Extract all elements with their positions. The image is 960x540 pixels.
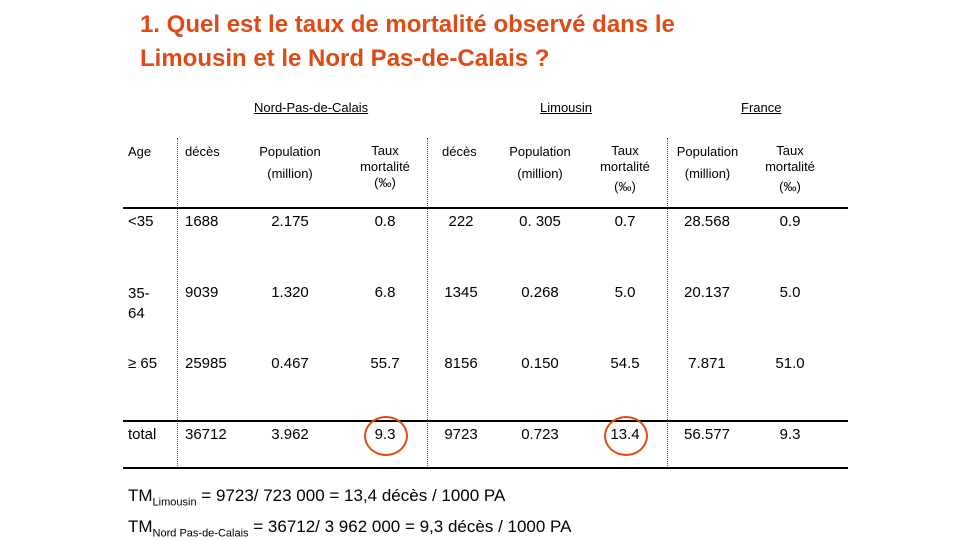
cell-lim-deces: 222 [448, 213, 474, 230]
header-population-line: Population [259, 144, 321, 159]
cell-lim-taux: 5.0 [614, 284, 636, 301]
page-title: 1. Quel est le taux de mortalité observé… [140, 8, 940, 76]
header-population-line: Population [676, 144, 739, 159]
group-header-france: France [741, 100, 782, 115]
cell-npdc-pop: 0.467 [271, 355, 309, 372]
formula-expression: = 9723/ 723 000 = 13,4 décès / 1000 PA [196, 486, 506, 505]
cell-fr-taux: 9.3 [779, 426, 801, 443]
formula-tm: TM [128, 517, 153, 536]
header-npdc-taux: Taux mortalité (‰) [345, 143, 425, 191]
cell-age: 35- 64 [128, 284, 150, 324]
header-lim-taux: Taux mortalité (‰) [585, 143, 665, 195]
header-lim-population: Population (million) [495, 143, 585, 183]
header-population-unit: (million) [517, 166, 563, 181]
header-taux-line: Taux [776, 143, 804, 158]
formula-tm: TM [128, 486, 153, 505]
header-population-unit: (million) [684, 166, 731, 181]
cell-npdc-taux: 0.8 [374, 213, 396, 230]
header-taux-unit: (‰) [779, 179, 801, 194]
cell-npdc-deces: 1688 [185, 213, 219, 230]
column-divider [177, 138, 178, 468]
header-fr-taux: Taux mortalité (‰) [750, 143, 830, 195]
bottom-rule [123, 467, 848, 469]
header-population-unit: (million) [267, 166, 313, 181]
header-taux-line: mortalité [600, 159, 650, 174]
formula-expression: = 36712/ 3 962 000 = 9,3 décès / 1000 PA [248, 517, 572, 536]
formula-npdc: TMNord Pas-de-Calais = 36712/ 3 962 000 … [128, 517, 571, 539]
cell-lim-deces: 1345 [444, 284, 478, 301]
cell-age: total [128, 426, 157, 443]
column-divider [427, 138, 428, 468]
header-lim-deces: décès [442, 144, 477, 159]
group-header-limousin: Limousin [540, 100, 593, 115]
header-taux-unit: (‰) [614, 179, 636, 194]
formula-subscript: Limousin [152, 496, 197, 509]
highlight-circle-limousin [604, 416, 648, 456]
cell-lim-pop: 0.150 [521, 355, 559, 372]
column-divider [667, 138, 668, 468]
cell-age: <35 [128, 213, 154, 230]
cell-npdc-deces: 9039 [185, 284, 219, 301]
formula-limousin: TMLimousin = 9723/ 723 000 = 13,4 décès … [128, 486, 505, 508]
cell-npdc-taux: 55.7 [370, 355, 400, 372]
cell-lim-deces: 8156 [444, 355, 478, 372]
cell-lim-taux: 54.5 [610, 355, 640, 372]
cell-lim-pop: 0.723 [521, 426, 559, 443]
total-rule [123, 420, 848, 422]
header-taux-line: Taux [611, 143, 639, 158]
title-line-1: 1. Quel est le taux de mortalité observé… [140, 11, 675, 38]
cell-npdc-pop: 3.962 [271, 426, 309, 443]
header-rule [123, 207, 848, 209]
highlight-circle-npdc [364, 416, 408, 456]
cell-age-line: 35- [128, 285, 150, 302]
cell-fr-pop: 28.568 [684, 213, 730, 230]
header-taux-line: mortalité [765, 159, 815, 174]
cell-fr-pop: 20.137 [684, 284, 730, 301]
cell-fr-taux: 5.0 [779, 284, 801, 301]
header-taux-line: mortalité [360, 159, 410, 174]
header-age: Age [128, 144, 152, 159]
header-fr-population: Population (million) [665, 143, 750, 183]
cell-npdc-taux: 6.8 [374, 284, 396, 301]
formula-subscript: Nord Pas-de-Calais [152, 527, 249, 540]
header-population-line: Population [509, 144, 571, 159]
header-npdc-deces: décès [185, 144, 220, 159]
cell-npdc-deces: 36712 [185, 426, 227, 443]
cell-npdc-deces: 25985 [185, 355, 227, 372]
cell-lim-deces: 9723 [444, 426, 478, 443]
header-npdc-population: Population (million) [245, 143, 335, 183]
cell-lim-taux: 0.7 [614, 213, 636, 230]
cell-age: ≥ 65 [128, 355, 158, 372]
header-taux-line: Taux [371, 143, 399, 158]
cell-fr-taux: 51.0 [775, 355, 805, 372]
title-line-2: Limousin et le Nord Pas-de-Calais ? [140, 45, 550, 72]
cell-age-line: 64 [128, 305, 145, 322]
cell-npdc-pop: 2.175 [271, 213, 309, 230]
cell-lim-pop: 0. 305 [519, 213, 561, 230]
cell-lim-pop: 0.268 [521, 284, 559, 301]
group-header-npdc: Nord-Pas-de-Calais [254, 100, 369, 115]
cell-fr-taux: 0.9 [779, 213, 801, 230]
header-taux-unit: (‰) [374, 175, 396, 190]
cell-npdc-pop: 1.320 [271, 284, 309, 301]
cell-fr-pop: 7.871 [688, 355, 726, 372]
cell-fr-pop: 56.577 [684, 426, 730, 443]
